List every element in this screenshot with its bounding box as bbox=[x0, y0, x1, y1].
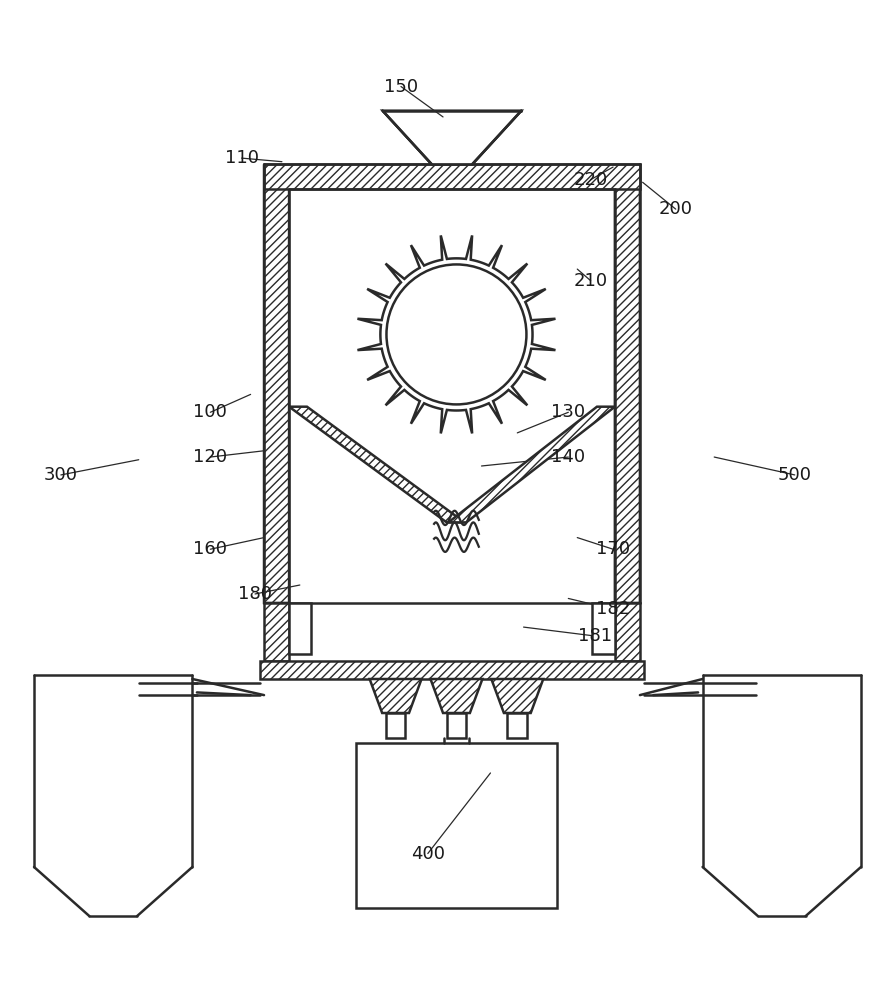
Text: 182: 182 bbox=[595, 600, 629, 618]
Bar bbox=[264, 603, 289, 661]
Polygon shape bbox=[289, 407, 464, 522]
Bar bbox=[307, 407, 596, 522]
Text: 130: 130 bbox=[551, 403, 585, 421]
Bar bbox=[289, 189, 614, 603]
Text: 500: 500 bbox=[777, 466, 811, 484]
Polygon shape bbox=[430, 679, 482, 713]
Text: 220: 220 bbox=[573, 171, 607, 189]
Bar bbox=[507, 713, 527, 738]
Polygon shape bbox=[264, 164, 289, 603]
Bar bbox=[385, 713, 405, 738]
Text: 210: 210 bbox=[573, 272, 607, 290]
Text: 100: 100 bbox=[193, 403, 227, 421]
Text: 110: 110 bbox=[224, 149, 258, 167]
Polygon shape bbox=[614, 164, 639, 603]
Text: 180: 180 bbox=[238, 585, 272, 603]
Text: 150: 150 bbox=[384, 78, 417, 96]
Polygon shape bbox=[369, 679, 421, 713]
Bar bbox=[356, 743, 557, 908]
Polygon shape bbox=[264, 164, 639, 189]
Text: 400: 400 bbox=[410, 845, 444, 863]
Text: 200: 200 bbox=[658, 200, 692, 218]
Text: 170: 170 bbox=[595, 540, 629, 558]
Polygon shape bbox=[491, 679, 543, 713]
Bar bbox=[446, 713, 466, 738]
Bar bbox=[614, 603, 639, 661]
Bar bbox=[592, 603, 614, 654]
Polygon shape bbox=[448, 407, 614, 522]
Text: 140: 140 bbox=[551, 448, 585, 466]
Text: 160: 160 bbox=[193, 540, 227, 558]
Polygon shape bbox=[383, 111, 520, 164]
Bar bbox=[289, 603, 311, 654]
Circle shape bbox=[386, 264, 526, 404]
Text: 120: 120 bbox=[193, 448, 227, 466]
Polygon shape bbox=[259, 661, 644, 679]
Polygon shape bbox=[357, 235, 555, 433]
Text: 300: 300 bbox=[44, 466, 78, 484]
Text: 181: 181 bbox=[578, 627, 611, 645]
